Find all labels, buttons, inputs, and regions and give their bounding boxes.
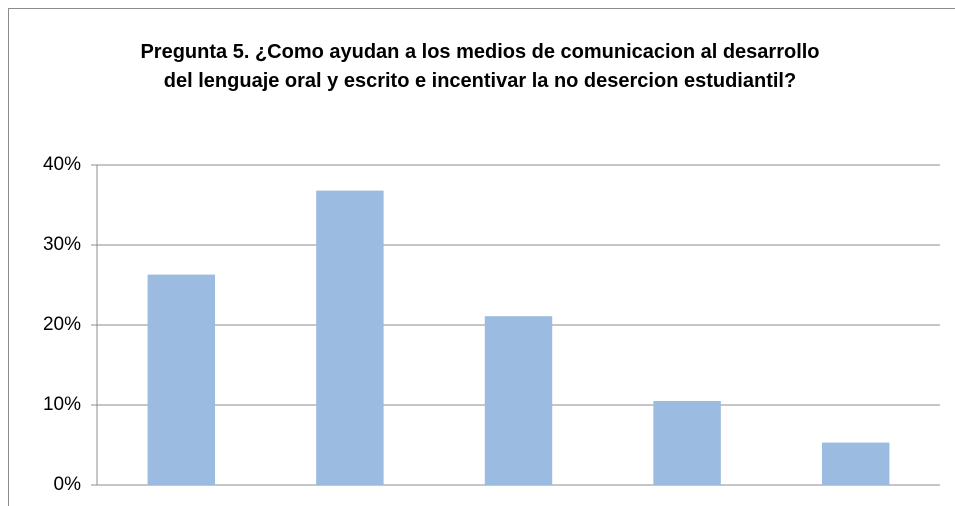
y-tick-label: 40% (43, 154, 81, 175)
y-tick-label: 10% (43, 394, 81, 415)
bar (484, 316, 553, 485)
bar (316, 190, 384, 485)
bar (147, 274, 216, 485)
bar (653, 401, 721, 485)
y-tick-label: 30% (43, 234, 81, 255)
chart-title: Pregunta 5. ¿Como ayudan a los medios de… (140, 41, 820, 92)
y-tick-label: 20% (43, 314, 81, 335)
chart-frame (8, 8, 955, 506)
bar (821, 442, 890, 485)
y-tick-label: 0% (54, 474, 82, 495)
